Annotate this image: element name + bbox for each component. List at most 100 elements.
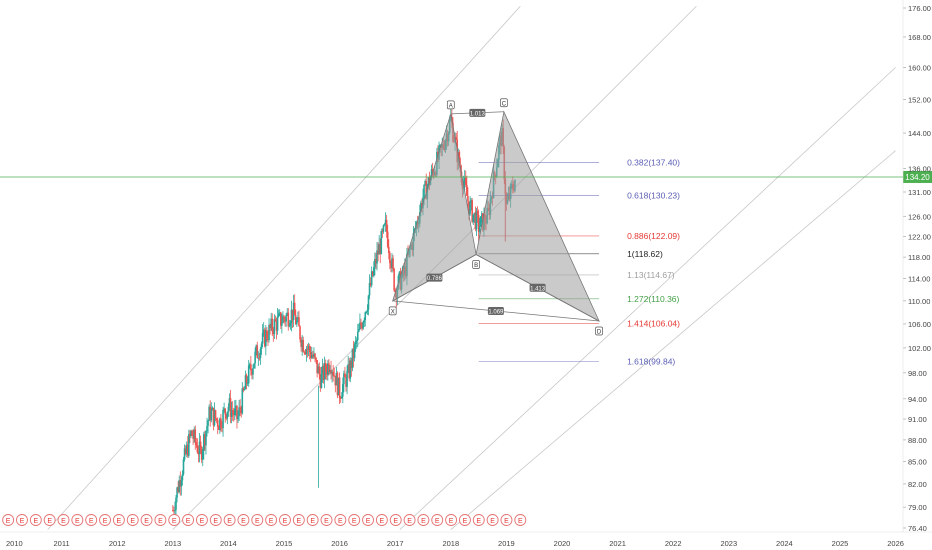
candle-body xyxy=(196,445,199,453)
candle-body xyxy=(380,231,383,254)
candle-body xyxy=(356,331,359,341)
candle-body xyxy=(191,430,193,436)
candle-body xyxy=(259,348,262,359)
candle-body xyxy=(287,312,290,327)
candle-body xyxy=(393,268,395,291)
time-axis[interactable]: 2010 2011 2012 2013 2014 2015 2016 2017 2018 2019… xyxy=(0,531,932,548)
dividend-marker xyxy=(112,514,125,526)
candle-body xyxy=(321,366,324,375)
candle-body xyxy=(230,410,233,417)
dividend-marker xyxy=(486,514,499,526)
candle-body xyxy=(214,410,217,419)
candle-body xyxy=(174,509,176,511)
candle-body xyxy=(346,370,348,387)
candle-body xyxy=(263,329,266,347)
x-tick-label: 2016 xyxy=(331,539,348,548)
dividend-marker-label: E xyxy=(324,518,329,525)
candle-body xyxy=(270,318,272,328)
dividend-marker xyxy=(126,514,139,526)
candle-body xyxy=(475,211,478,230)
candle-body xyxy=(231,410,234,413)
parallel-channel-lines[interactable] xyxy=(47,5,896,530)
dividend-marker-label: E xyxy=(172,518,177,525)
candle-body xyxy=(340,396,343,399)
dividend-marker xyxy=(99,514,111,526)
candle-body xyxy=(477,215,480,232)
candle-body xyxy=(384,219,387,225)
candle-body xyxy=(245,375,248,384)
candle-body xyxy=(281,322,283,326)
candle-body xyxy=(342,384,344,397)
dividend-marker-label: E xyxy=(504,518,509,525)
candle-body xyxy=(431,169,434,172)
candle-body xyxy=(274,319,277,322)
y-tick-label: 122.00 xyxy=(908,232,931,241)
candle-body xyxy=(319,374,322,388)
pattern-ratio-badge xyxy=(487,306,504,315)
candle-body xyxy=(272,330,275,335)
harmonic-pattern[interactable]: 0.786 1.013 1.413 1.069 X A B C D xyxy=(388,98,603,336)
candle-body xyxy=(193,429,195,439)
x-tick-label: 2018 xyxy=(442,539,459,548)
candle-body xyxy=(377,250,379,255)
candle-body xyxy=(257,357,260,359)
candle-body xyxy=(206,425,208,431)
y-tick-label: 94.00 xyxy=(908,395,927,404)
dividend-marker-label: E xyxy=(310,518,315,525)
pattern-ratio-label: 1.413 xyxy=(530,286,546,292)
candle-body xyxy=(268,324,270,341)
candle-body xyxy=(273,319,276,335)
dividend-marker xyxy=(417,514,430,526)
candle-body xyxy=(398,271,401,276)
dividend-marker-label: E xyxy=(158,518,163,525)
candle-body xyxy=(222,410,224,429)
y-tick-label: 160.00 xyxy=(908,63,931,72)
candle-body xyxy=(199,441,202,449)
candle-body xyxy=(216,419,219,427)
x-tick-label: 2020 xyxy=(554,539,571,548)
price-axis[interactable]: 176.00 168.00 160.00 152.00 144.00 136.00 131.… xyxy=(902,0,931,533)
y-tick-label: 79.00 xyxy=(908,503,927,512)
candle-body xyxy=(225,414,228,419)
x-tick-label: 2010 xyxy=(6,539,23,548)
dividend-marker xyxy=(2,514,15,526)
candle-body xyxy=(173,510,175,512)
candle-body xyxy=(362,322,364,329)
dividend-marker xyxy=(500,514,513,526)
candle-body xyxy=(297,317,299,321)
candle-body xyxy=(472,214,475,222)
candle-body xyxy=(224,408,226,415)
pattern-ratio-label: 1.069 xyxy=(488,309,504,315)
y-tick-label: 98.00 xyxy=(908,369,927,378)
candle-body xyxy=(198,441,201,455)
fib-level-label: 0.382(137.40) xyxy=(627,157,680,167)
dividend-marker xyxy=(154,514,167,526)
candle-body xyxy=(223,408,225,411)
candle-body xyxy=(292,302,295,321)
x-tick-label: 2013 xyxy=(164,539,181,548)
candle-body xyxy=(469,202,471,215)
candle-body xyxy=(471,200,473,222)
candle-body xyxy=(286,312,289,316)
dividend-marker-label: E xyxy=(269,518,274,525)
dividend-marker-label: E xyxy=(407,518,412,525)
dividend-marker xyxy=(29,514,42,526)
candle-body xyxy=(182,459,185,475)
candle-body xyxy=(387,246,390,254)
candle-body xyxy=(339,398,342,400)
candle-body xyxy=(283,316,285,319)
candle-body xyxy=(238,407,240,417)
pattern-ratio-label: 0.786 xyxy=(427,276,443,282)
candle-body xyxy=(262,329,265,333)
candle-body xyxy=(260,343,263,349)
candle-body xyxy=(197,452,200,455)
current-price-line: 134.20 xyxy=(0,170,932,183)
dividend-marker-label: E xyxy=(103,518,108,525)
candle-body xyxy=(305,348,308,355)
candle-body xyxy=(299,326,301,340)
pattern-point-label: D xyxy=(597,330,602,336)
dividend-marker-label: E xyxy=(144,518,149,525)
candle-body xyxy=(343,373,345,385)
